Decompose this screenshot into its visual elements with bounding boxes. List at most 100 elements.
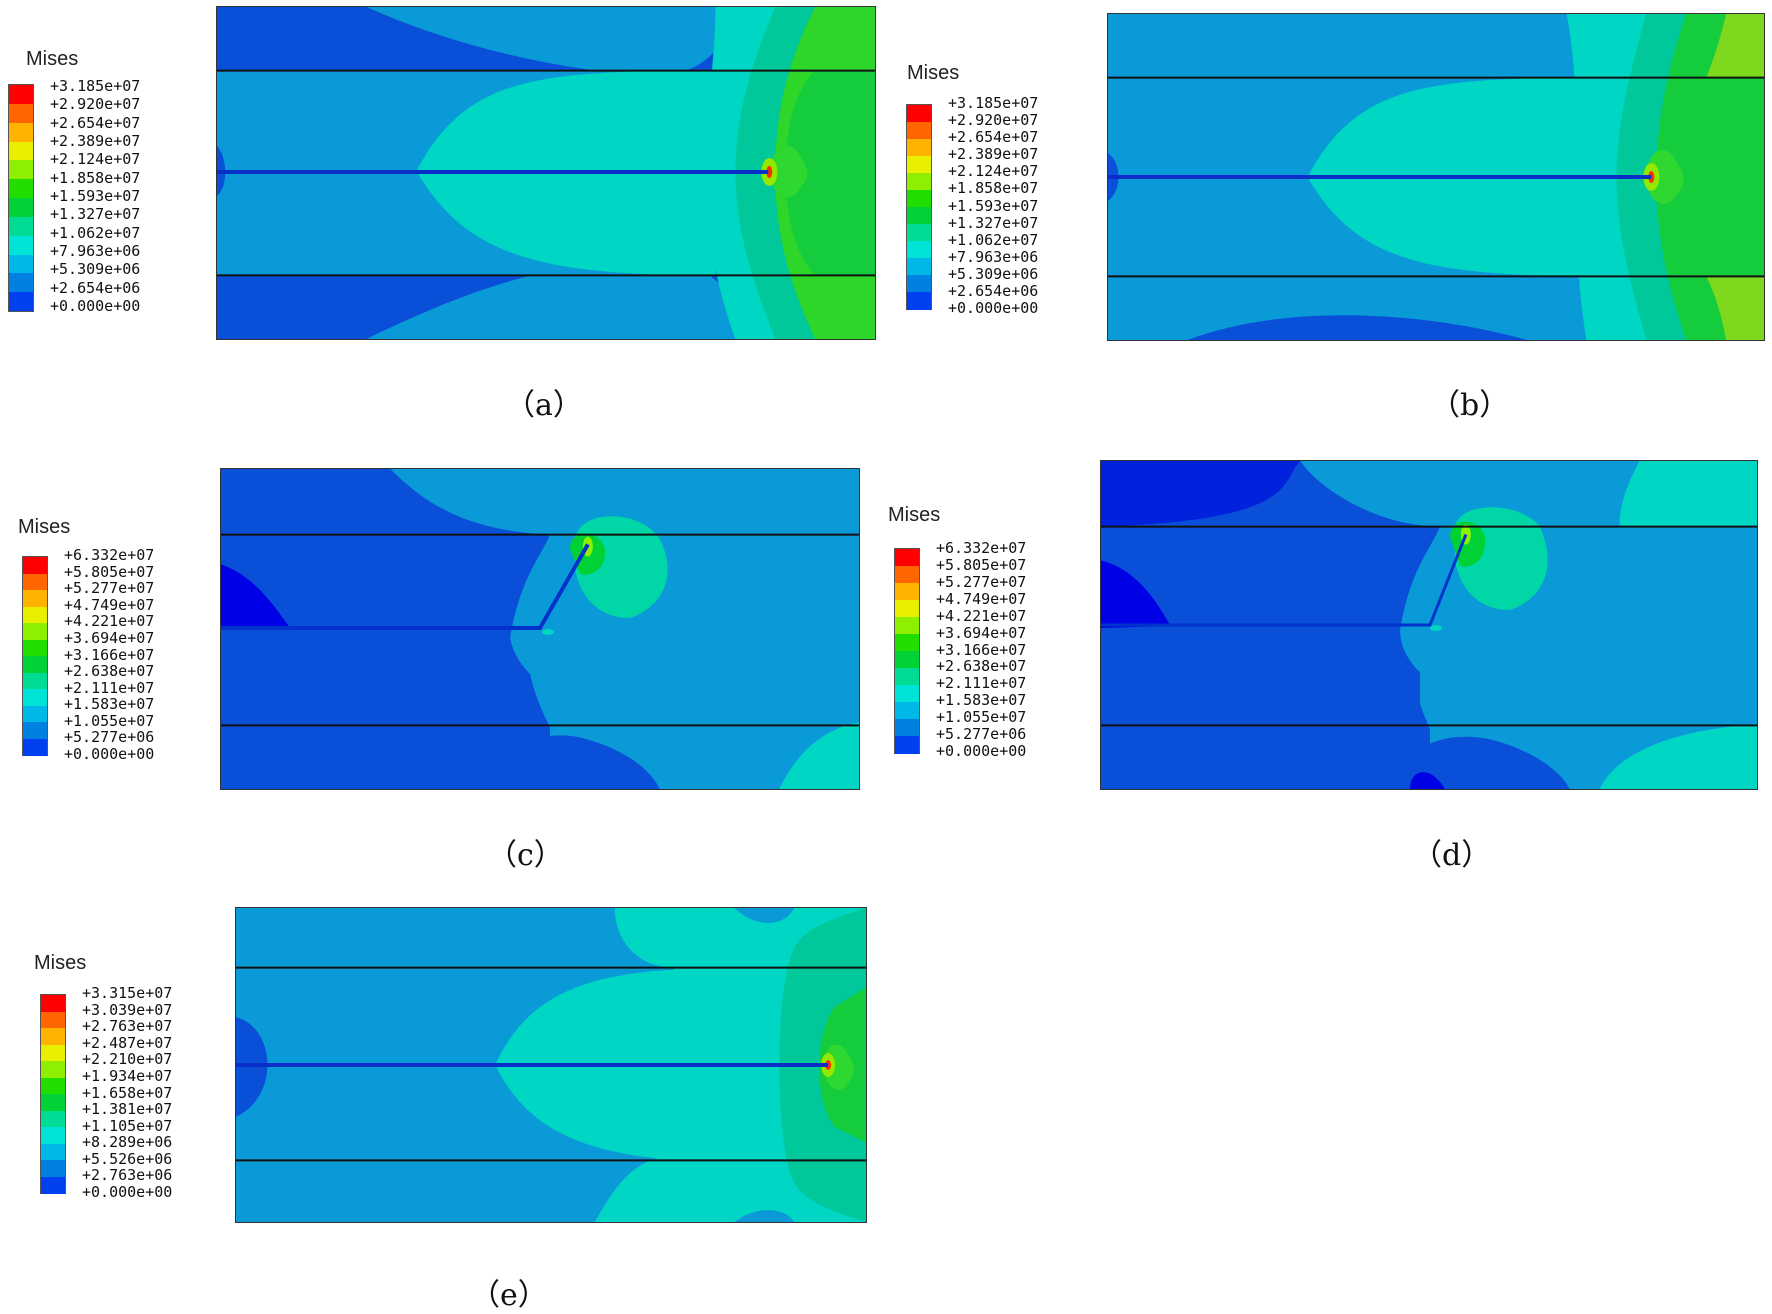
legend-value-label: +4.221e+07 — [64, 612, 155, 631]
contour-svg — [1108, 14, 1764, 340]
legend-b: Mises +3.185e+07 +2.920e+07 +2.654e+07 +2.3… — [906, 56, 1096, 316]
legend-value-label: +0.000e+00 — [50, 297, 141, 315]
caption-a: （a） — [505, 388, 583, 423]
legend-value-label: +0.000e+00 — [936, 742, 1027, 760]
legend-value-labels: +3.185e+07 +2.920e+07 +2.654e+07 +2.389e+07… — [50, 79, 200, 314]
legend-value-label: +1.858e+07 — [948, 179, 1039, 198]
legend-swatch — [9, 273, 33, 293]
legend-title: Mises — [34, 952, 87, 974]
legend-value-label: +7.963e+06 — [50, 242, 141, 260]
contour-svg — [217, 7, 875, 339]
legend-swatch — [9, 254, 33, 274]
legend-swatch — [23, 606, 47, 624]
legend-value-label: +1.583e+07 — [936, 691, 1027, 710]
legend-value-label: +2.763e+07 — [82, 1017, 173, 1036]
legend-value-label: +5.277e+07 — [64, 579, 155, 598]
legend-swatch — [907, 156, 931, 174]
legend-value-label: +2.920e+07 — [50, 95, 141, 114]
legend-a: Mises +3.185e+07 +2.920e+07 +2.654e+07 +2.3… — [8, 46, 198, 314]
legend-swatch — [23, 639, 47, 657]
legend-swatch — [41, 995, 65, 1012]
legend-value-label: +5.309e+06 — [948, 264, 1039, 283]
legend-value-label: +6.332e+07 — [936, 539, 1027, 557]
legend-swatch — [41, 1028, 65, 1045]
legend-color-bar — [906, 104, 932, 310]
legend-value-label: +3.315e+07 — [82, 984, 173, 1002]
legend-value-label: +1.105e+07 — [82, 1116, 173, 1135]
caption-c: （c） — [487, 838, 564, 873]
legend-swatch — [41, 1143, 65, 1161]
legend-swatch — [895, 634, 919, 652]
legend-value-label: +1.327e+07 — [948, 213, 1039, 232]
legend-value-label: +1.062e+07 — [948, 230, 1039, 249]
legend-swatch — [907, 275, 931, 293]
legend-swatch — [23, 705, 47, 723]
legend-swatch — [23, 656, 47, 673]
legend-color-bar — [40, 994, 66, 1194]
legend-swatch — [23, 590, 47, 607]
legend-title: Mises — [26, 48, 79, 70]
legend-swatch — [907, 190, 931, 208]
legend-d: Mises +6.332e+07 +5.805e+07 +5.277e+07 +4.7… — [888, 500, 1078, 760]
legend-value-label: +4.749e+07 — [936, 589, 1027, 608]
legend-value-label: +1.658e+07 — [82, 1083, 173, 1102]
legend-c: Mises +6.332e+07 +5.805e+07 +5.277e+07 +4.7… — [18, 514, 208, 774]
legend-value-label: +5.277e+06 — [64, 728, 155, 747]
legend-swatch — [9, 216, 33, 237]
stress-contour-plot-d — [1100, 460, 1758, 790]
legend-value-label: +2.638e+07 — [64, 662, 155, 681]
legend-value-label: +2.654e+06 — [948, 281, 1039, 300]
legend-swatch — [907, 292, 931, 310]
legend-value-label: +0.000e+00 — [64, 745, 155, 763]
legend-value-label: +2.487e+07 — [82, 1033, 173, 1052]
legend-value-label: +7.963e+06 — [948, 247, 1039, 266]
legend-value-label: +1.055e+07 — [64, 711, 155, 730]
legend-color-bar — [8, 84, 34, 312]
legend-value-labels: +6.332e+07 +5.805e+07 +5.277e+07 +4.749e+07… — [936, 541, 1086, 759]
legend-swatch — [9, 198, 33, 218]
legend-value-label: +1.055e+07 — [936, 708, 1027, 727]
legend-swatch — [895, 719, 919, 737]
legend-swatch — [9, 141, 33, 161]
legend-value-label: +2.638e+07 — [936, 657, 1027, 676]
legend-value-label: +2.389e+07 — [50, 132, 141, 150]
stress-contour-plot-b — [1107, 13, 1765, 341]
legend-swatch — [907, 224, 931, 242]
legend-value-label: +1.327e+07 — [50, 205, 141, 224]
legend-value-labels: +3.185e+07 +2.920e+07 +2.654e+07 +2.389e+07… — [948, 96, 1098, 316]
legend-value-label: +1.062e+07 — [50, 223, 141, 242]
legend-value-label: +3.166e+07 — [936, 640, 1027, 659]
legend-swatch — [895, 651, 919, 669]
stress-contour-plot-e — [235, 907, 867, 1223]
legend-value-label: +2.124e+07 — [50, 150, 141, 169]
legend-swatch — [895, 600, 919, 618]
caption-b: （b） — [1430, 388, 1510, 423]
legend-e: Mises +3.315e+07 +3.039e+07 +2.763e+07 +2.4… — [34, 948, 224, 1208]
legend-swatch — [907, 241, 931, 259]
legend-swatch — [23, 623, 47, 640]
legend-swatch — [895, 736, 919, 754]
stress-contour-plot-a — [216, 6, 876, 340]
legend-swatch — [41, 1127, 65, 1144]
legend-value-label: +3.694e+07 — [64, 628, 155, 647]
legend-swatch — [9, 235, 33, 255]
legend-value-label: +2.111e+07 — [936, 674, 1027, 693]
legend-color-bar — [22, 556, 48, 756]
legend-value-labels: +6.332e+07 +5.805e+07 +5.277e+07 +4.749e+07… — [64, 548, 214, 762]
legend-swatch — [41, 1094, 65, 1111]
legend-swatch — [895, 617, 919, 635]
legend-swatch — [907, 207, 931, 225]
legend-value-label: +1.381e+07 — [82, 1100, 173, 1119]
legend-value-label: +3.185e+07 — [50, 77, 141, 95]
stress-contour-plot-c — [220, 468, 860, 790]
legend-value-label: +3.039e+07 — [82, 1000, 173, 1019]
legend-swatch — [9, 122, 33, 142]
legend-swatch — [895, 685, 919, 703]
legend-value-label: +1.593e+07 — [948, 196, 1039, 215]
caption-e: （e） — [470, 1278, 548, 1313]
legend-value-label: +2.654e+07 — [948, 128, 1039, 147]
legend-value-label: +3.166e+07 — [64, 645, 155, 664]
legend-value-label: +5.277e+07 — [936, 572, 1027, 591]
legend-swatch — [895, 702, 919, 720]
legend-swatch — [907, 122, 931, 140]
